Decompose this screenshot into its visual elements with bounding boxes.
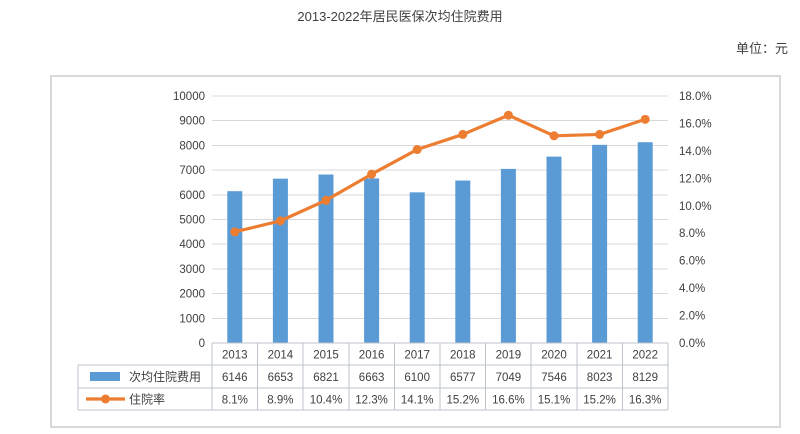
right-axis-tick: 14.0% — [679, 146, 712, 158]
line-marker — [458, 129, 468, 139]
left-axis-tick: 9000 — [179, 116, 205, 128]
right-axis-tick: 8.0% — [679, 228, 705, 240]
year-cell: 2021 — [587, 350, 613, 362]
chart-frame: 0 1000 2000 3000 4000 5000 6000 7000 8000 9000 100… — [50, 75, 781, 428]
line-marker — [321, 195, 331, 205]
bar — [592, 144, 608, 343]
cost-cell: 6663 — [359, 372, 385, 384]
rate-cell: 14.1% — [401, 395, 434, 407]
line-marker — [640, 114, 650, 124]
year-cell: 2014 — [268, 350, 294, 362]
left-axis-labels: 0 1000 2000 3000 4000 5000 6000 7000 8000 9000 100… — [173, 91, 205, 350]
line-marker — [595, 129, 605, 139]
rate-cell: 8.1% — [222, 395, 248, 407]
left-axis-tick: 6000 — [179, 190, 205, 202]
chart-title: 2013-2022年居民医保次均住院费用 — [297, 9, 503, 24]
cost-cell: 7546 — [541, 372, 567, 384]
right-axis-tick: 12.0% — [679, 173, 712, 185]
line-marker — [230, 227, 240, 237]
right-axis-tick: 0.0% — [679, 338, 705, 350]
line-marker — [549, 131, 559, 141]
left-axis-tick: 5000 — [179, 215, 205, 227]
chart-canvas: 0 1000 2000 3000 4000 5000 6000 7000 8000 9000 100… — [77, 91, 712, 411]
rate-cell: 12.3% — [355, 395, 388, 407]
bar — [227, 191, 243, 343]
legend-bar-swatch-icon — [90, 372, 120, 381]
right-axis-tick: 16.0% — [679, 118, 712, 130]
line-marker — [503, 110, 513, 120]
cost-cell: 6653 — [268, 372, 294, 384]
right-axis-tick: 6.0% — [679, 256, 705, 268]
right-axis-tick: 10.0% — [679, 201, 712, 213]
year-cell: 2019 — [496, 350, 522, 362]
rate-cell: 16.6% — [492, 395, 525, 407]
right-axis-labels: 0.0% 2.0% 4.0% 6.0% 8.0% 10.0% 12.0% 14.0% 16.0%… — [679, 91, 712, 350]
right-axis-tick: 18.0% — [679, 91, 712, 103]
left-axis-tick: 0 — [199, 338, 205, 350]
year-cell: 2015 — [313, 350, 339, 362]
rate-cell: 10.4% — [310, 395, 343, 407]
bar — [364, 178, 380, 343]
bar — [272, 178, 288, 343]
gridlines — [212, 95, 668, 344]
legend-line-label: 住院率 — [129, 392, 165, 407]
bar — [637, 142, 653, 343]
bar — [455, 180, 471, 343]
legend-line-marker-icon — [101, 394, 110, 404]
line-marker — [367, 169, 377, 179]
year-cell: 2017 — [404, 350, 430, 362]
line-series — [230, 110, 650, 237]
rate-line — [233, 113, 647, 234]
rate-cell: 16.3% — [629, 395, 662, 407]
cost-cell: 6821 — [313, 372, 339, 384]
cost-cell: 6146 — [222, 372, 248, 384]
line-marker — [275, 216, 285, 226]
bar — [546, 156, 562, 343]
cost-cell: 8023 — [587, 372, 613, 384]
year-cell: 2020 — [541, 350, 567, 362]
year-cell: 2022 — [632, 350, 658, 362]
unit-label: 单位：元 — [735, 41, 788, 56]
cost-cell: 7049 — [496, 372, 522, 384]
bar-series — [227, 142, 653, 343]
year-cell: 2013 — [222, 350, 248, 362]
left-axis-tick: 2000 — [179, 289, 205, 301]
cost-cell: 8129 — [632, 372, 658, 384]
left-axis-tick: 7000 — [179, 165, 205, 177]
bar — [318, 174, 334, 343]
cost-cell: 6577 — [450, 372, 476, 384]
cost-cell: 6100 — [404, 372, 430, 384]
left-axis-tick: 10000 — [173, 91, 205, 103]
rate-cell: 8.9% — [267, 395, 293, 407]
rate-cell: 15.2% — [583, 395, 616, 407]
data-table: 2013 2014 2015 2016 2017 2018 2019 2020 2021 2022… — [77, 342, 669, 411]
rate-cell: 15.1% — [538, 395, 571, 407]
year-cell: 2016 — [359, 350, 385, 362]
right-axis-tick: 2.0% — [679, 311, 705, 323]
year-cell: 2018 — [450, 350, 476, 362]
left-axis-tick: 1000 — [179, 313, 205, 325]
line-marker — [412, 145, 422, 155]
bar — [500, 168, 516, 343]
bar — [409, 192, 425, 343]
rate-cell: 15.2% — [446, 395, 479, 407]
left-axis-tick: 3000 — [179, 264, 205, 276]
left-axis-tick: 8000 — [179, 140, 205, 152]
right-axis-tick: 4.0% — [679, 283, 705, 295]
legend-bar-label: 次均住院费用 — [129, 370, 201, 384]
left-axis-tick: 4000 — [179, 239, 205, 251]
